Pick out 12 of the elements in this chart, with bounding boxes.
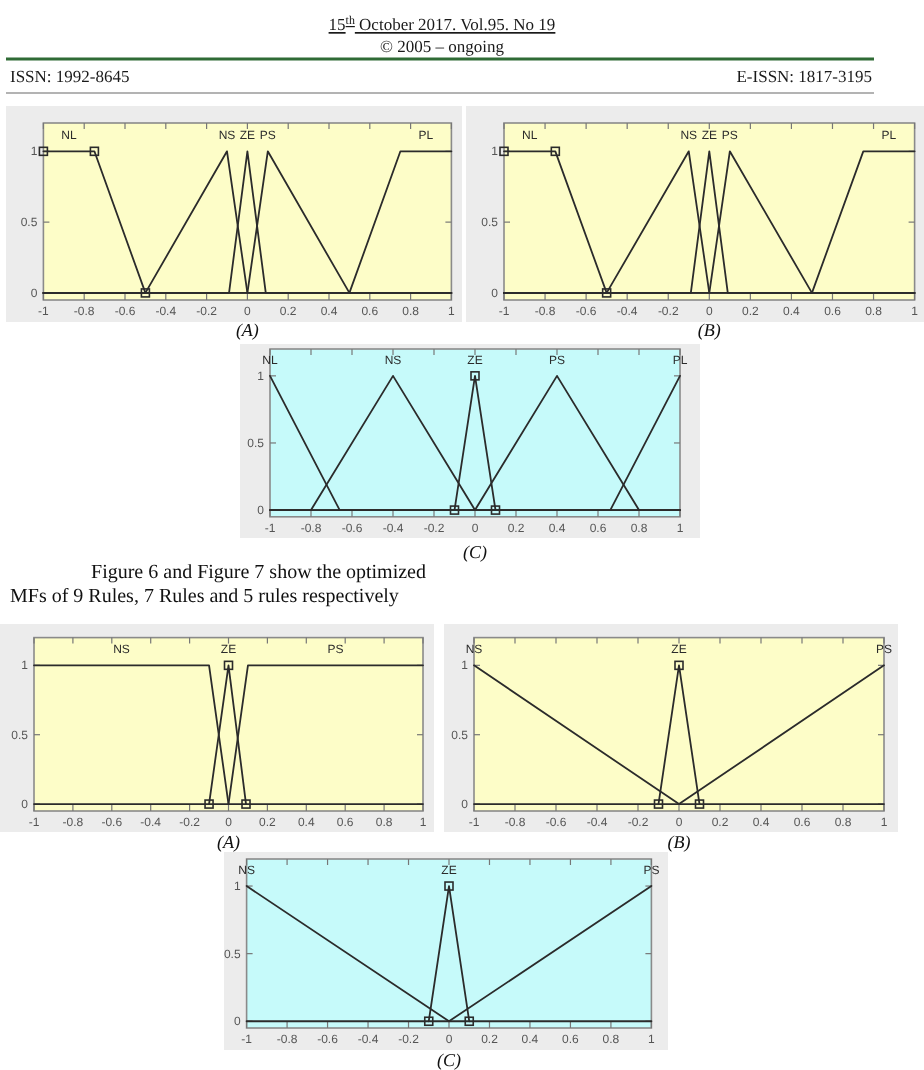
text: (C) — [437, 1050, 461, 1070]
text: (A) — [235, 320, 259, 340]
text: MFs of 9 Rules, 7 Rules and 5 rules respectively — [10, 586, 399, 608]
text: ISSN: 1992-8645 — [10, 66, 130, 86]
text: © 2005 – ongoing — [380, 36, 506, 56]
text: (B) — [697, 320, 721, 340]
text: 15$^{th}$ October 2017. Vol.95. No 19 — [328, 14, 556, 34]
caption: Figure 6 and Figure 7 show the optimized — [91, 562, 426, 584]
text: (C) — [463, 542, 487, 562]
text: (A) — [217, 832, 240, 852]
text: (B) — [667, 832, 691, 852]
text: E-ISSN: 1817-3195 — [736, 66, 872, 86]
